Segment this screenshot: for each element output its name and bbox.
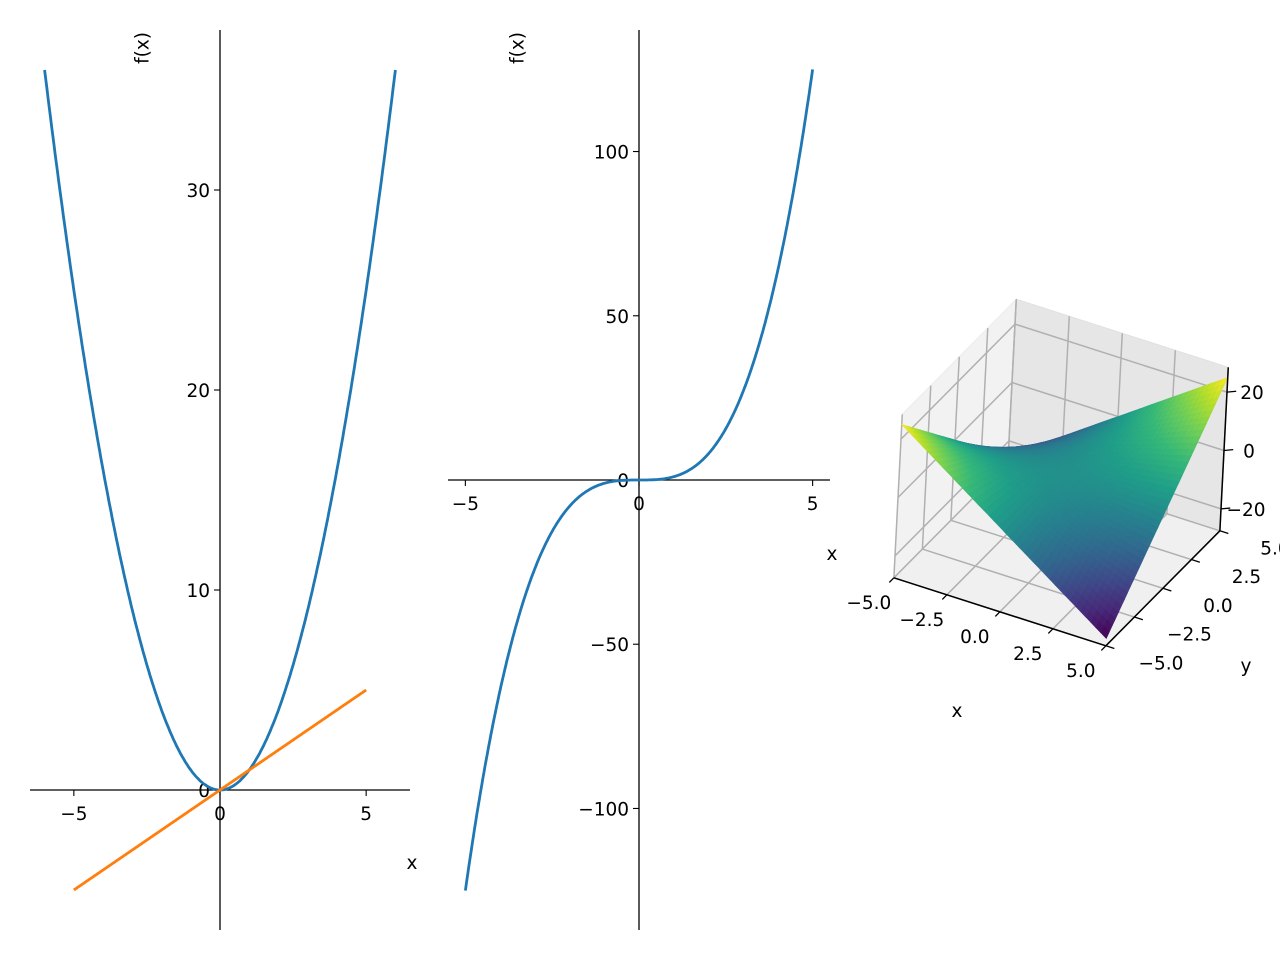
- series-line-1: [72, 688, 368, 892]
- y-tick-mark: [1162, 587, 1172, 592]
- x-tick-label: 5: [807, 494, 819, 515]
- x-tick-mark: [1100, 645, 1107, 651]
- y-tick-mark: [1191, 558, 1201, 563]
- y-axis-label: y: [1241, 656, 1252, 677]
- grid-line: [1014, 323, 1228, 393]
- x-tick-label: 5.0: [1066, 661, 1095, 682]
- surface-patch: [1100, 626, 1110, 640]
- surface: [900, 376, 1229, 640]
- x-tick-label: −5: [60, 804, 87, 825]
- y-tick-label: −2.5: [1167, 625, 1212, 646]
- y-tick-label: 20: [186, 381, 210, 402]
- y-tick-mark: [1219, 530, 1229, 535]
- x-tick-label: −5: [452, 494, 479, 515]
- y-tick-label: 100: [594, 143, 629, 164]
- y-tick-label: 0.0: [1203, 596, 1232, 617]
- y-tick-label: −100: [578, 799, 629, 820]
- z-tick-mark: [1220, 507, 1231, 510]
- y-tick-label: 30: [186, 181, 210, 202]
- x-tick-label: 0.0: [960, 627, 989, 648]
- y-axis-label: f(x): [133, 32, 154, 64]
- y-tick-label: 2.5: [1232, 567, 1261, 588]
- x-axis-label: x: [407, 853, 418, 874]
- grid-line: [893, 414, 904, 578]
- y-tick-mark: [1134, 616, 1144, 621]
- x-axis-label: x: [952, 701, 963, 722]
- y-tick-label: 5.0: [1260, 538, 1280, 559]
- grid-line: [950, 356, 961, 521]
- grid-line: [921, 385, 932, 550]
- z-tick-label: 0: [1243, 442, 1255, 463]
- series-line-0: [464, 69, 814, 891]
- grid-line: [900, 323, 1016, 440]
- y-tick-label: 10: [186, 581, 210, 602]
- x-tick-mark: [994, 611, 1001, 617]
- z-tick-label: −20: [1226, 500, 1265, 521]
- z-tick-label: 20: [1240, 383, 1264, 404]
- y-tick-label: 0: [198, 781, 210, 802]
- z-tick-mark: [1226, 390, 1237, 393]
- x-tick-mark: [888, 577, 895, 583]
- y-axis-label: f(x): [508, 32, 529, 64]
- y-tick-label: −50: [590, 635, 629, 656]
- x-tick-mark: [941, 594, 948, 600]
- x-tick-label: 0: [214, 804, 226, 825]
- z-tick-mark: [1223, 449, 1234, 452]
- plot-3-surface: −5.0−5.0−2.5−2.50.00.02.52.55.05.0−20020…: [846, 298, 1280, 722]
- x-tick-label: −2.5: [899, 610, 944, 631]
- grid-line: [1007, 299, 1018, 463]
- y-tick-label: 50: [605, 307, 629, 328]
- x-tick-mark: [1047, 628, 1054, 634]
- x-tick-label: 0: [633, 494, 645, 515]
- x-axis-label: x: [827, 544, 838, 565]
- x-tick-label: 5: [360, 804, 372, 825]
- z-axis-line: [1219, 367, 1230, 531]
- x-tick-label: −5.0: [846, 593, 891, 614]
- plot-1-parabola-line: −5 0 5 0 10 20 30 x f(x): [30, 30, 418, 930]
- x-tick-label: 2.5: [1013, 644, 1042, 665]
- y-tick-label: −5.0: [1139, 653, 1184, 674]
- y-tick-mark: [1105, 645, 1115, 650]
